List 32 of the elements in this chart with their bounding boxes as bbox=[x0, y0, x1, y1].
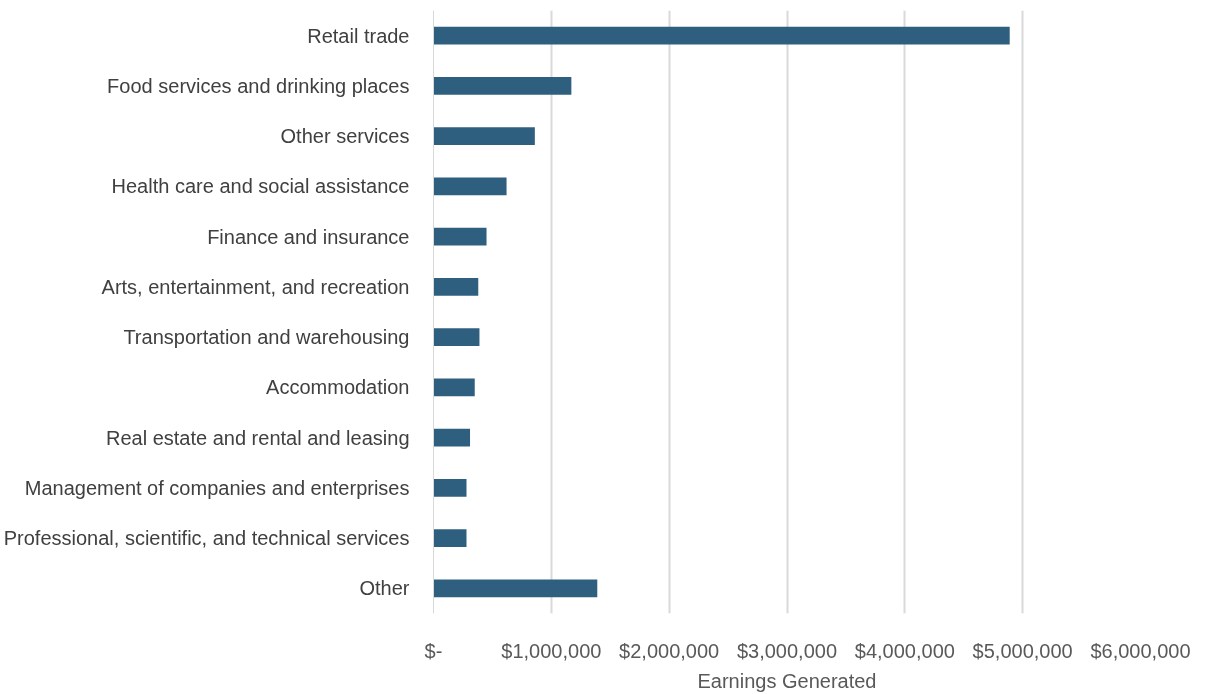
y-tick-label: Finance and insurance bbox=[207, 225, 410, 248]
x-tick-label: $- bbox=[424, 639, 443, 662]
bar bbox=[433, 529, 467, 547]
bar bbox=[433, 428, 471, 447]
x-tick-label: $1,000,000 bbox=[501, 639, 602, 662]
x-tick-label: $5,000,000 bbox=[972, 639, 1073, 662]
bar bbox=[433, 378, 475, 397]
y-tick-label: Professional, scientific, and technical services bbox=[3, 527, 410, 550]
bar bbox=[433, 127, 535, 145]
x-axis-title: Earnings Generated bbox=[697, 669, 877, 692]
y-tick-label: Accommodation bbox=[266, 376, 410, 399]
bar bbox=[433, 278, 479, 296]
x-tick-label: $3,000,000 bbox=[736, 639, 838, 662]
y-tick-label: Health care and social assistance bbox=[111, 175, 410, 198]
bar bbox=[433, 77, 572, 95]
y-tick-label: Real estate and rental and leasing bbox=[105, 426, 410, 449]
bar bbox=[433, 328, 480, 346]
y-tick-label: Other bbox=[359, 577, 410, 600]
bar bbox=[433, 479, 467, 497]
x-tick-label: $2,000,000 bbox=[619, 639, 720, 662]
y-tick-label: Food services and drinking places bbox=[107, 74, 410, 97]
bar bbox=[433, 177, 507, 196]
bar bbox=[433, 26, 1010, 45]
y-tick-label: Management of companies and enterprises bbox=[24, 476, 410, 499]
y-tick-label: Other services bbox=[280, 125, 410, 148]
bar bbox=[433, 227, 487, 246]
bar bbox=[433, 579, 598, 598]
y-tick-label: Transportation and warehousing bbox=[123, 326, 410, 349]
x-tick-label: $4,000,000 bbox=[854, 639, 955, 662]
y-tick-label: Retail trade bbox=[307, 24, 410, 47]
x-tick-label: $6,000,000 bbox=[1090, 639, 1191, 662]
y-tick-label: Arts, entertainment, and recreation bbox=[101, 275, 410, 298]
